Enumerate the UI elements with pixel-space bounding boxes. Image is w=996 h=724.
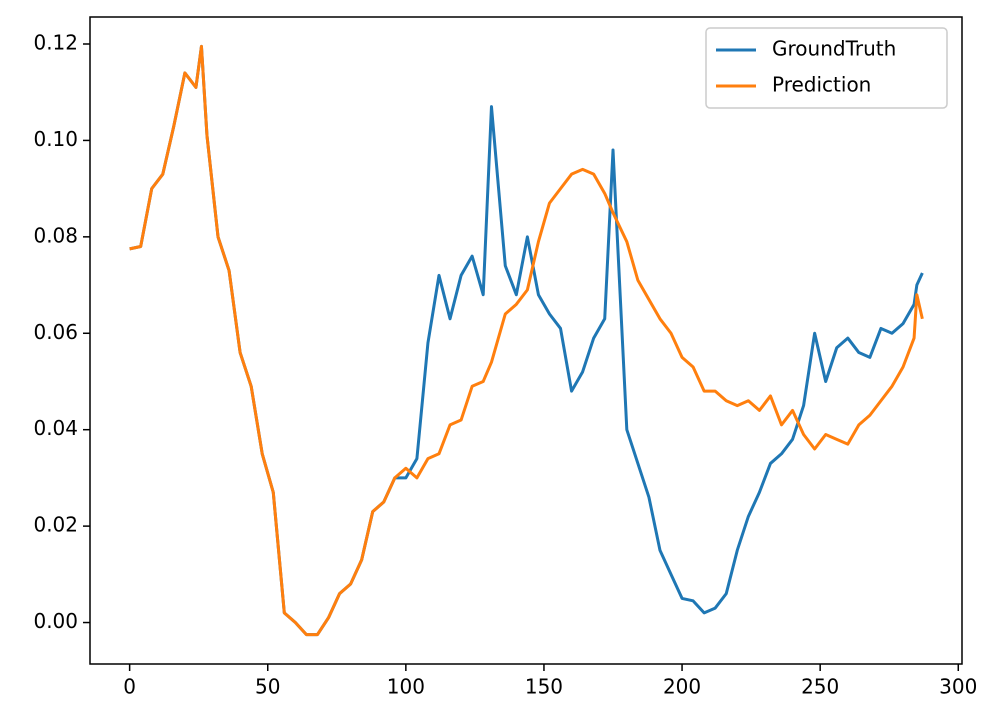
x-tick-label: 300 [939, 675, 977, 699]
y-tick-label: 0.08 [33, 223, 78, 247]
plot-frame [89, 16, 963, 665]
x-tick-label: 200 [663, 675, 701, 699]
y-tick-label: 0.06 [33, 320, 78, 344]
line-series [129, 44, 924, 637]
y-tick-label: 0.02 [33, 513, 78, 537]
legend-box [705, 27, 948, 109]
legend-label: Prediction [772, 73, 871, 97]
line-series [129, 44, 924, 637]
x-tick-label: 0 [123, 675, 136, 699]
x-tick-label: 100 [387, 675, 425, 699]
y-tick-label: 0.00 [33, 609, 78, 633]
x-tick-label: 150 [525, 675, 563, 699]
y-tick-label: 0.12 [33, 30, 78, 54]
legend-label: GroundTruth [772, 37, 896, 61]
y-tick-label: 0.10 [33, 127, 78, 151]
y-tick-label: 0.04 [33, 416, 78, 440]
x-tick-label: 50 [255, 675, 280, 699]
x-tick-label: 250 [801, 675, 839, 699]
